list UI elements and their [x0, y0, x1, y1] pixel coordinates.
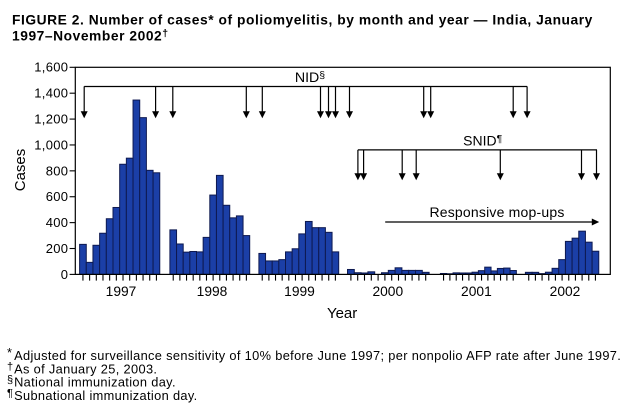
- svg-text:1999: 1999: [284, 284, 315, 299]
- svg-text:1997–November 2002†: 1997–November 2002†: [12, 27, 169, 43]
- svg-text:SNID¶: SNID¶: [463, 133, 502, 149]
- svg-text:2000: 2000: [372, 284, 403, 299]
- svg-text:NID§: NID§: [295, 69, 325, 86]
- svg-text:¶Subnational immunization day.: ¶Subnational immunization day.: [7, 387, 198, 402]
- svg-text:FIGURE 2. Number of cases* of: FIGURE 2. Number of cases* of poliomyeli…: [12, 13, 593, 28]
- svg-text:800: 800: [46, 163, 69, 178]
- svg-text:1,000: 1,000: [34, 137, 68, 152]
- svg-text:1,200: 1,200: [34, 111, 68, 126]
- svg-text:2002: 2002: [550, 284, 581, 299]
- svg-text:0: 0: [61, 267, 69, 282]
- svg-text:400: 400: [46, 215, 69, 230]
- svg-text:*Adjusted for surveillance sen: * Adjusted for surveillance sensitivity o…: [7, 345, 621, 363]
- svg-text:2001: 2001: [461, 284, 492, 299]
- svg-text:§National immunization day.: §National immunization day.: [7, 374, 176, 389]
- svg-text:Responsive mop-ups: Responsive mop-ups: [429, 204, 564, 220]
- svg-text:†As of January 25, 2003.: †As of January 25, 2003.: [7, 361, 157, 376]
- svg-text:600: 600: [46, 189, 69, 204]
- svg-text:1998: 1998: [197, 284, 228, 299]
- svg-text:200: 200: [46, 241, 69, 256]
- svg-text:1,600: 1,600: [34, 60, 68, 75]
- svg-text:1997: 1997: [106, 284, 137, 299]
- svg-text:Year: Year: [327, 305, 357, 322]
- svg-text:Cases: Cases: [12, 149, 29, 192]
- svg-text:1,400: 1,400: [34, 86, 68, 101]
